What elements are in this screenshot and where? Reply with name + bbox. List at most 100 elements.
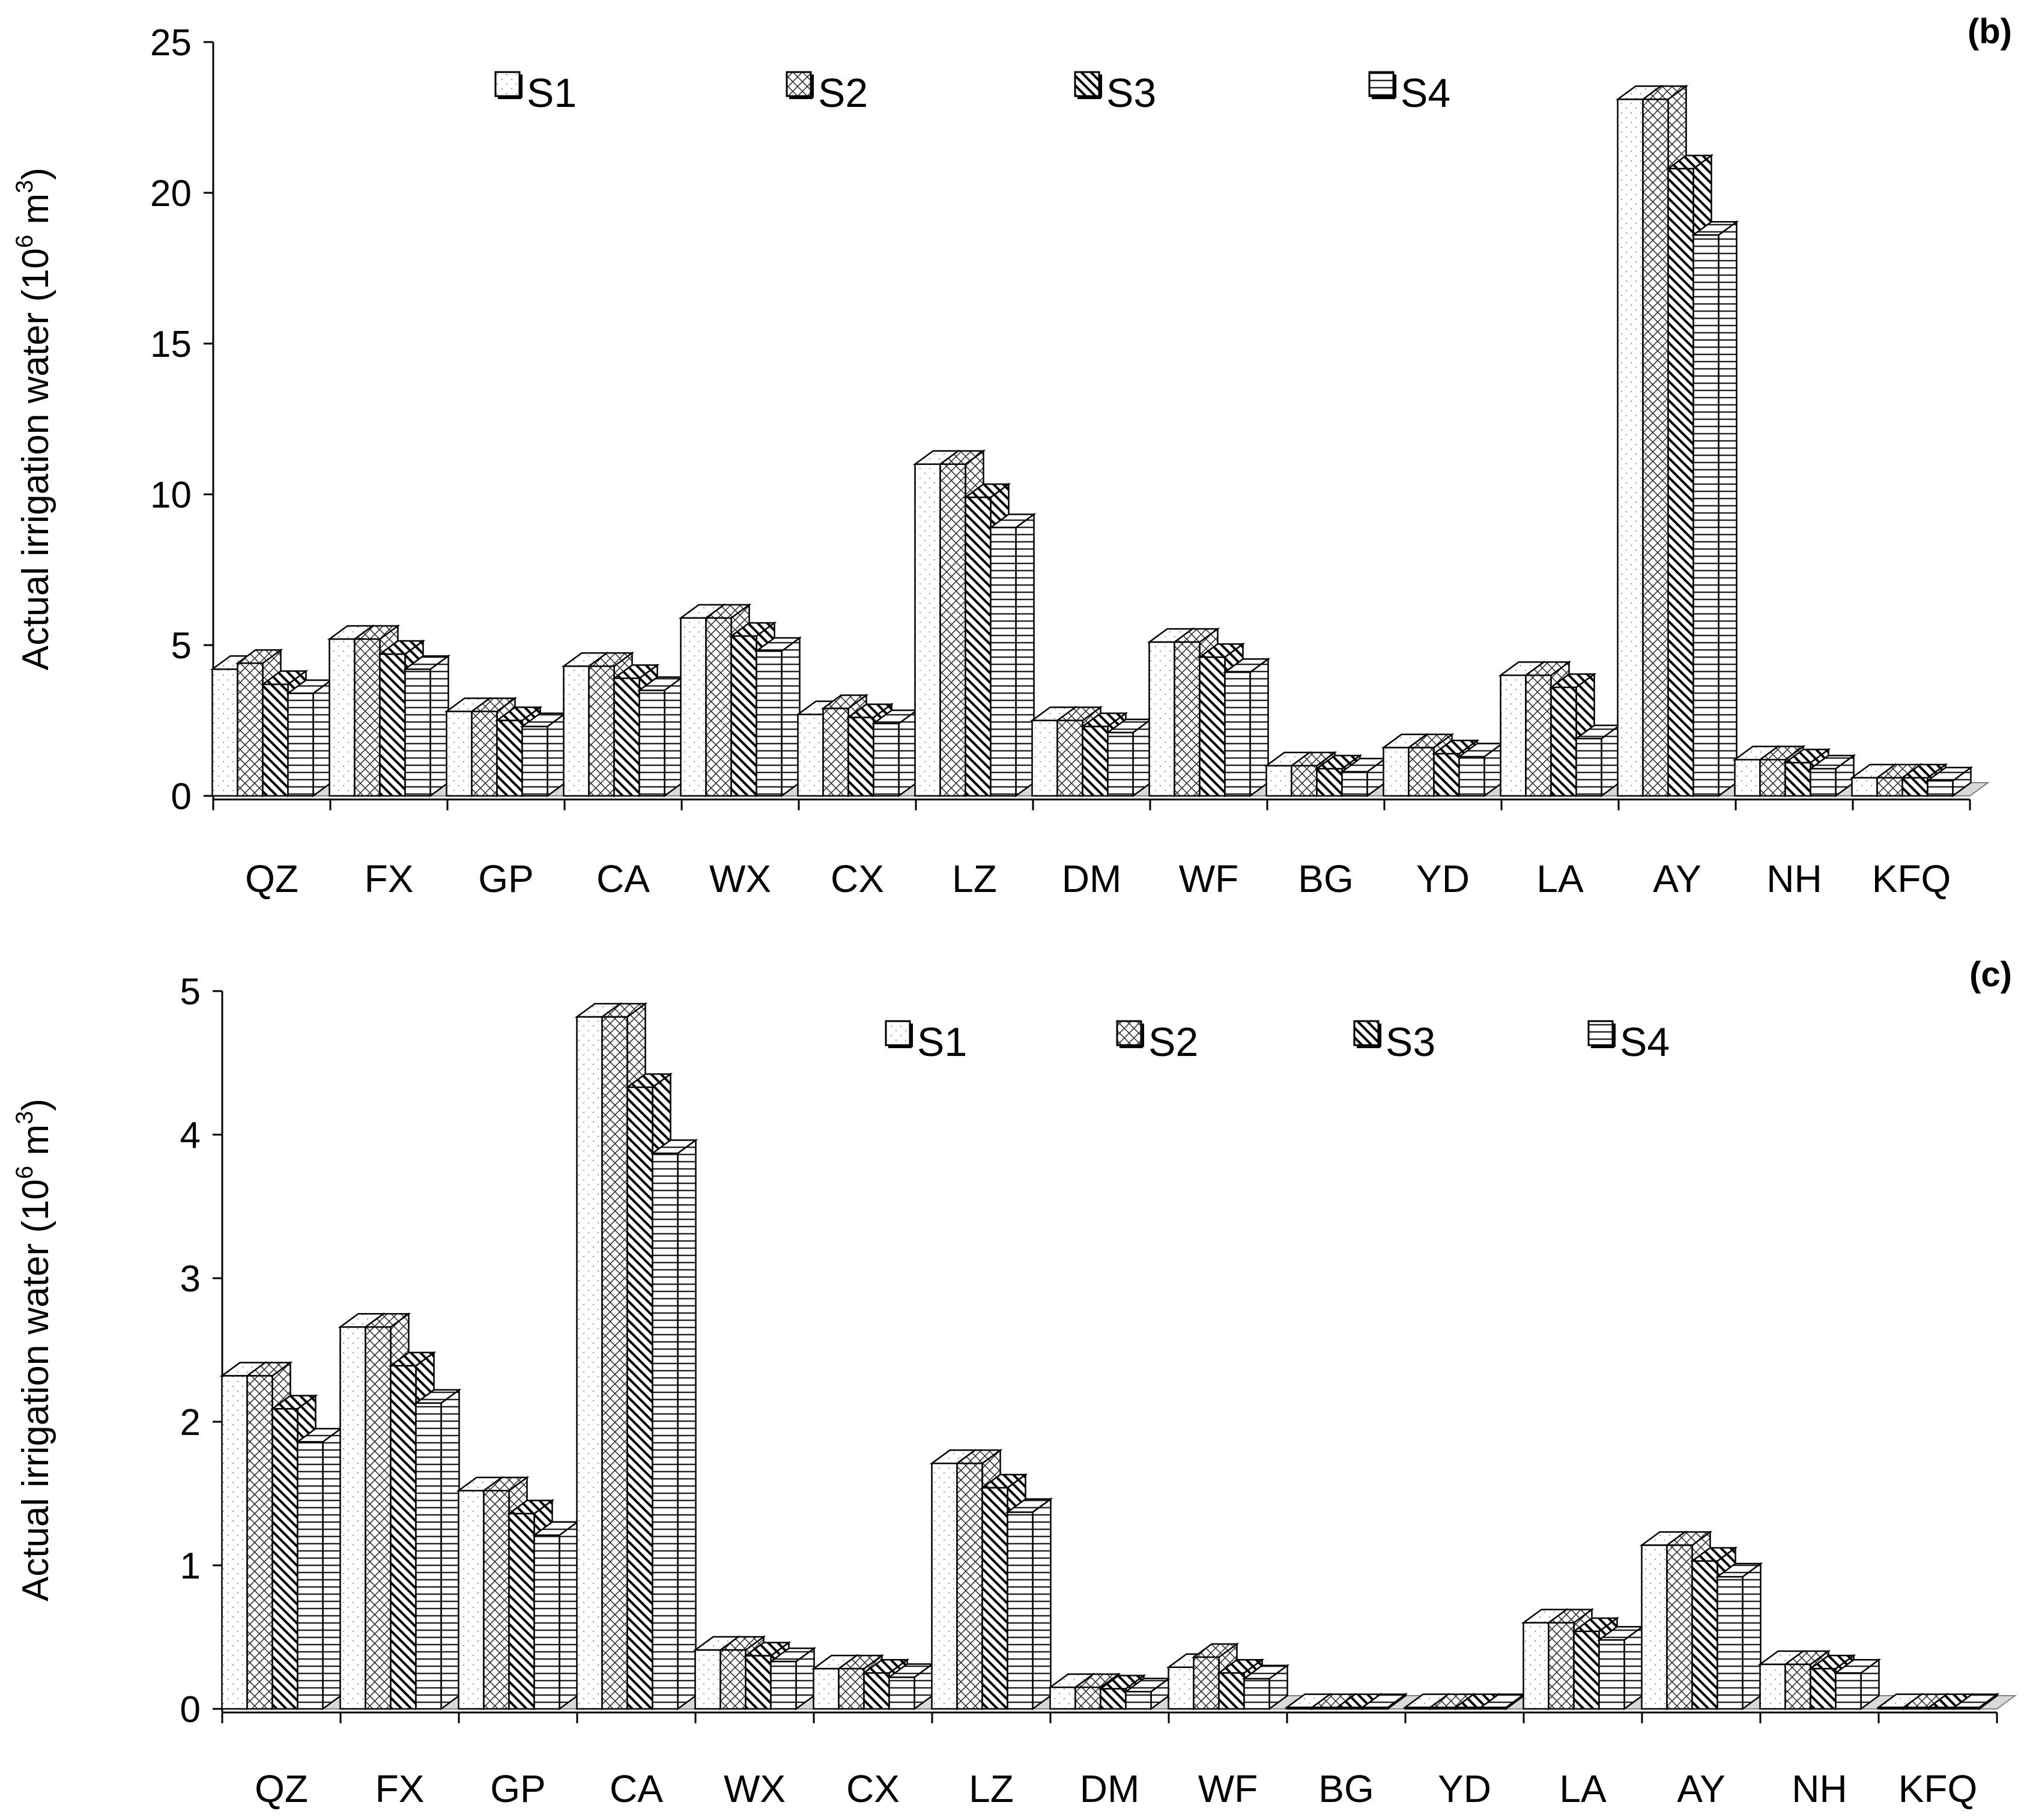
bar-front [415, 1402, 442, 1710]
bar-front [1193, 1656, 1220, 1710]
bar-front [694, 1649, 721, 1710]
y-tick-label: 5 [171, 625, 192, 667]
bar-s4-qz [285, 678, 334, 798]
bar-front [1500, 674, 1527, 797]
legend-swatch [786, 71, 812, 97]
bar-front [1082, 726, 1109, 797]
category-label: YD [1438, 1767, 1491, 1810]
bar-side [664, 675, 683, 798]
bar-front [1429, 1706, 1456, 1710]
bar-front [873, 723, 900, 797]
bar-front [1218, 1672, 1245, 1710]
bar-front [1383, 747, 1410, 797]
bar-side [322, 1427, 342, 1711]
legend-label: S4 [1401, 70, 1450, 116]
bar-front [563, 665, 590, 797]
bar-front [638, 690, 665, 797]
bar-front [838, 1667, 865, 1710]
y-axis-title-unit: m [15, 1124, 56, 1166]
category-label: CA [610, 1767, 663, 1810]
y-axis-title-text: Actual irrigation water (10 [15, 1179, 56, 1601]
legend-item-s4: S4 [1587, 1019, 1670, 1065]
category-label: FX [365, 857, 414, 900]
bar-side [312, 678, 332, 798]
bar-front [1480, 1706, 1507, 1710]
category-label: WX [709, 857, 771, 900]
bar-side [898, 709, 918, 798]
category-label: AY [1677, 1767, 1726, 1810]
y-axis-title: Actual irrigation water (106 m3) [11, 168, 56, 670]
bar-front [847, 717, 874, 797]
bar-s4-fx [413, 1388, 462, 1711]
bar-front [756, 650, 783, 797]
legend-swatch [1587, 1020, 1614, 1046]
bar-front [601, 1016, 628, 1710]
bar-s4-kfq [1951, 1693, 2000, 1711]
category-label: GP [478, 857, 533, 900]
y-tick-label: 1 [180, 1545, 201, 1587]
category-label: NH [1766, 857, 1822, 900]
bar-side [1742, 1562, 1762, 1711]
bar-s4-wf [1241, 1664, 1290, 1711]
category-label: QZ [245, 857, 298, 900]
bar-front [745, 1655, 772, 1710]
bar-front [1666, 1544, 1693, 1710]
bar-s4-wf [1222, 657, 1271, 798]
bar-front [1691, 1560, 1718, 1710]
bar-front [931, 1463, 958, 1710]
legend-label: S1 [527, 70, 577, 116]
y-tick-label: 3 [180, 1258, 201, 1300]
bar-front [770, 1660, 797, 1710]
legend-item-s2: S2 [1116, 1019, 1198, 1065]
bar-s4-ca [637, 675, 685, 798]
bar-front [1784, 1663, 1811, 1710]
bar-front [1174, 641, 1201, 797]
bar-front [1341, 771, 1368, 797]
bar-front [1573, 1630, 1600, 1710]
bar-s4-nh [1808, 754, 1856, 798]
bar-front [939, 463, 966, 797]
legend-label: S2 [1148, 1019, 1198, 1065]
bar-front [246, 1375, 273, 1710]
bar-front [1265, 765, 1292, 797]
y-axis-title-close: ) [15, 168, 56, 180]
bar-front [483, 1490, 510, 1710]
category-label: WF [1198, 1767, 1258, 1810]
bar-front [1074, 1686, 1101, 1710]
bar-s4-cx [886, 1662, 935, 1711]
bar-front [1575, 738, 1602, 797]
bar-front [863, 1672, 890, 1710]
bar-front [1286, 1706, 1313, 1710]
bar-front [1759, 1663, 1786, 1710]
bar-front [1835, 1672, 1862, 1710]
bar-front [1125, 1691, 1152, 1710]
category-label: WX [724, 1767, 786, 1810]
bar-front [888, 1676, 915, 1710]
bar-front [1107, 732, 1134, 797]
y-axis-title-unit: m [15, 193, 56, 235]
bar-s4-la [1574, 724, 1622, 798]
bar-front [613, 677, 640, 797]
legend-swatch [1074, 71, 1100, 97]
bar-front [1100, 1688, 1127, 1710]
bar-front [652, 1152, 679, 1710]
bar-side [559, 1520, 578, 1711]
bar-front [237, 662, 264, 797]
bar-side [1718, 220, 1738, 798]
category-label: LZ [952, 857, 997, 900]
bar-front [1877, 1706, 1904, 1710]
category-label: BG [1318, 1767, 1374, 1810]
category-label: LZ [969, 1767, 1014, 1810]
bar-s4-yd [1478, 1693, 1527, 1711]
bar-front [1408, 747, 1435, 797]
bar-front [339, 1326, 366, 1710]
bar-front [365, 1326, 392, 1710]
bar-front [262, 684, 289, 797]
panel-label: (b) [1968, 12, 2012, 51]
bar-front [1148, 641, 1175, 797]
bar-side [1249, 657, 1269, 798]
bar-front [1810, 1667, 1837, 1710]
bar-s4-cx [871, 709, 920, 798]
